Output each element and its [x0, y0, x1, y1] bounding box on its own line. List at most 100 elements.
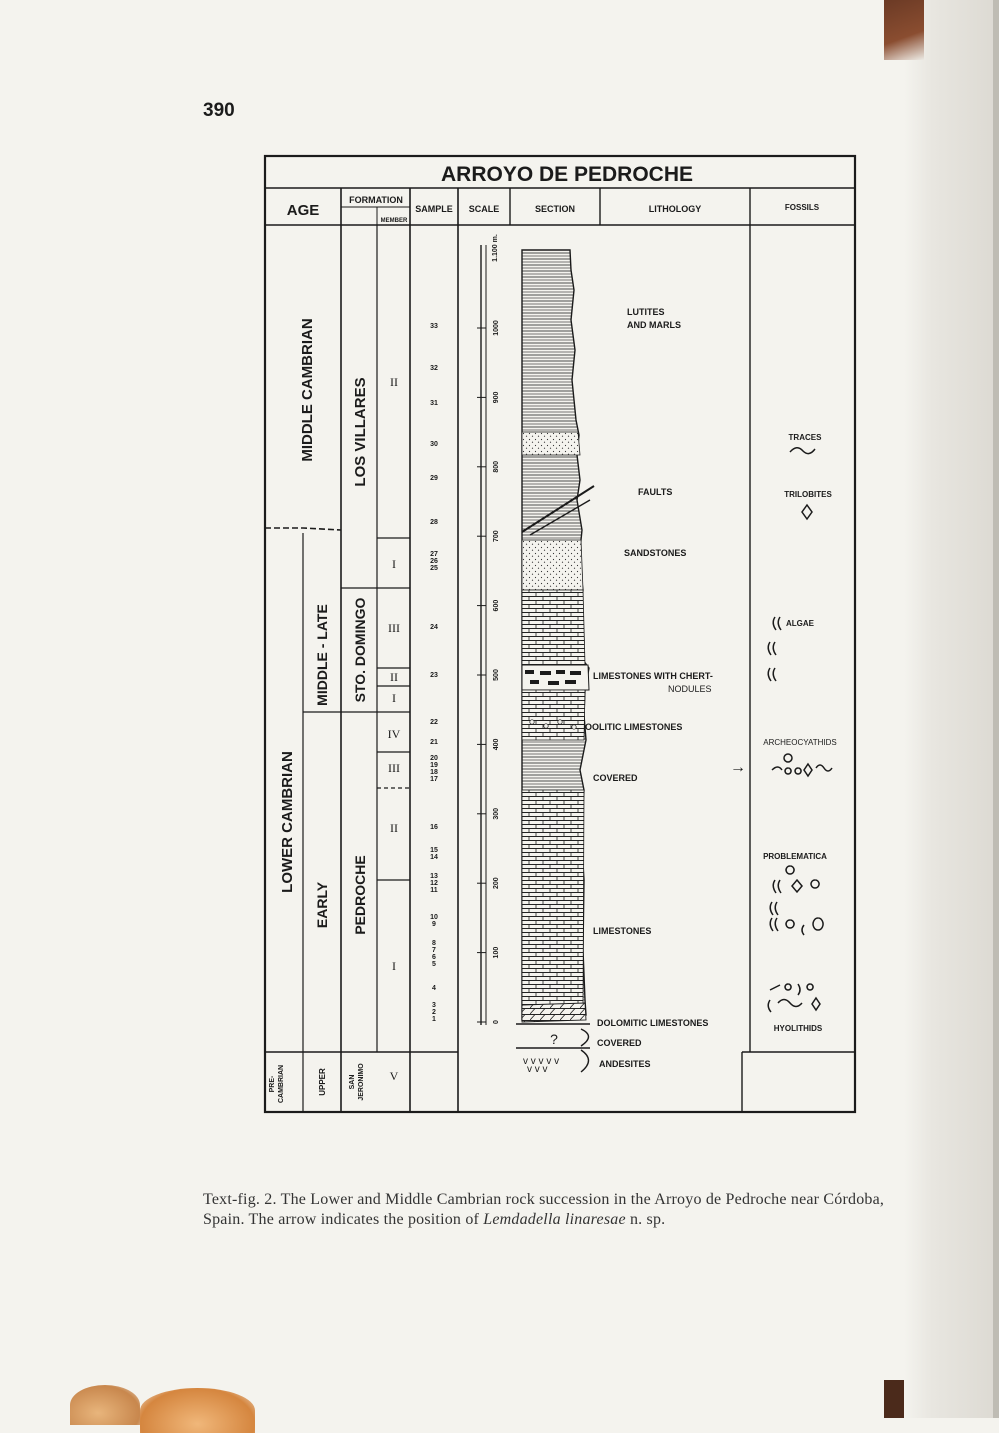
header-section: SECTION: [535, 204, 575, 214]
sample-number: 29: [430, 475, 438, 482]
problematica-symbol: [785, 865, 795, 875]
formation-san-jeronimo-line2: JERONIMO: [358, 1063, 365, 1101]
lithology-labels: LUTITES AND MARLS FAULTS SANDSTONES LIMESTON…: [585, 307, 713, 1069]
member-label: II: [390, 375, 398, 389]
fossil-algae: ALGAE: [786, 619, 815, 628]
caption-text-1: Text-fig. 2. The Lower and Middle Cambri…: [203, 1191, 885, 1228]
problematica-symbols: [772, 878, 820, 894]
lithology-label: COVERED: [597, 1038, 642, 1048]
member-label: I: [392, 959, 396, 973]
age-middle-cambrian: MIDDLE CAMBRIAN: [299, 318, 316, 461]
member-label: II: [390, 821, 398, 835]
lithology-label: DOLOMITIC LIMESTONES: [597, 1018, 708, 1028]
sample-number: 24: [430, 624, 438, 631]
sample-number: 4: [432, 985, 436, 992]
fossil-symbols: [767, 447, 833, 1013]
header-age: AGE: [287, 202, 320, 219]
subage-upper: UPPER: [318, 1068, 327, 1096]
age-lower-cambrian: LOWER CAMBRIAN: [279, 751, 296, 893]
scale-top-label: 1.100 m.: [492, 234, 499, 262]
hyolithid-symbols: [767, 996, 821, 1013]
header-member: MEMBER: [381, 218, 408, 224]
problematica-symbol: [769, 901, 779, 916]
sample-number: 23: [430, 672, 438, 679]
figure-title: ARROYO DE PEDROCHE: [441, 163, 693, 186]
problematica-symbols: [769, 917, 824, 936]
archeocyathid-symbols: [771, 762, 833, 778]
lithology-label: LUTITES AND MARLS: [627, 307, 681, 330]
formation-pedroche: PEDROCHE: [352, 855, 368, 934]
member-labels: II I III II I IV III II I V: [388, 375, 401, 1083]
age-labels: MIDDLE CAMBRIAN LOWER CAMBRIAN PRE- CAMBR…: [269, 318, 369, 1103]
sample-number: 30: [430, 441, 438, 448]
sample-number: 22: [430, 719, 438, 726]
table-frame: [263, 154, 857, 1114]
formation-los-villares: LOS VILLARES: [352, 377, 369, 486]
lithology-label: COVERED: [593, 773, 638, 783]
member-label: III: [388, 621, 400, 635]
header-sample: SAMPLE: [415, 204, 453, 214]
lithology-label: ANDESITES: [599, 1059, 651, 1069]
scale-tick-label: 100: [493, 947, 500, 959]
subage-early: EARLY: [314, 881, 330, 928]
formation-sto-domingo: STO. DOMINGO: [352, 598, 368, 703]
member-label: V: [390, 1069, 399, 1083]
lithology-label: SANDSTONES: [624, 548, 686, 558]
formation-san-jeronimo: SAN JERONIMO: [349, 1063, 365, 1101]
sample-number: 27 26 25: [430, 551, 438, 572]
fossil-traces: TRACES: [789, 433, 823, 442]
sample-number: 28: [430, 519, 438, 526]
position-arrow: →: [730, 759, 746, 776]
hyolithid-symbols: [769, 983, 814, 996]
sample-number: 16: [430, 824, 438, 831]
sample-number: 31: [430, 400, 438, 407]
sample-number: 15 14: [430, 847, 438, 861]
page-number: 390: [203, 100, 235, 121]
header-fossils: FOSSILS: [785, 203, 820, 212]
fossil-trilobites: TRILOBITES: [784, 490, 832, 499]
sample-number: 32: [430, 365, 438, 372]
header-formation: FORMATION: [349, 195, 403, 205]
age-precambrian: PRE- CAMBRIAN: [269, 1065, 285, 1103]
scale-tick-label: 200: [493, 877, 500, 889]
scale-tick-label: 600: [493, 600, 500, 612]
header-scale: SCALE: [469, 204, 500, 214]
page-edge: [993, 0, 999, 1418]
scale-tick-label: 700: [493, 530, 500, 542]
section-question-mark: ?: [550, 1031, 558, 1047]
lithology-label: LIMESTONES WITH CHERT-NODULES: [593, 671, 713, 694]
trilobite-symbol: [801, 503, 813, 521]
fossil-hyolithids: HYOLITHIDS: [774, 1024, 823, 1033]
scale-tick-label: 900: [493, 391, 500, 403]
algae-symbol: [772, 616, 782, 631]
member-label: II: [390, 670, 398, 684]
lithology-label: OOLITIC LIMESTONES: [585, 722, 682, 732]
sample-number: 21: [430, 739, 438, 746]
member-label: III: [388, 761, 400, 775]
scale-tick-label: 1000: [493, 320, 500, 336]
lithology-label: LIMESTONES: [593, 926, 651, 936]
table-headers: ARROYO DE PEDROCHE AGE FORMATION MEMBER …: [287, 163, 820, 224]
fossil-problematica: PROBLEMATICA: [763, 852, 827, 861]
formation-san-jeronimo-line1: SAN: [349, 1075, 356, 1090]
archeocyathid-symbol: [783, 753, 793, 763]
sample-number: 20 19 18 17: [430, 755, 438, 783]
member-label: IV: [388, 727, 401, 741]
member-label: I: [392, 557, 396, 571]
scale-tick-label: 800: [493, 461, 500, 473]
caption-species: Lemdadella linaresae: [483, 1211, 626, 1228]
traces-symbol: [789, 447, 816, 455]
sample-number: 13 12 11: [430, 873, 438, 894]
scale-tick-label: 400: [493, 738, 500, 750]
member-label: I: [392, 691, 396, 705]
section-column: ? v v v v vv v v: [516, 249, 595, 1075]
lithology-label: FAULTS: [638, 487, 672, 497]
header-lithology: LITHOLOGY: [649, 204, 702, 214]
sample-number: 10 9: [430, 914, 438, 928]
sample-number: 33: [430, 323, 438, 330]
scale-tick-label: 500: [493, 669, 500, 681]
